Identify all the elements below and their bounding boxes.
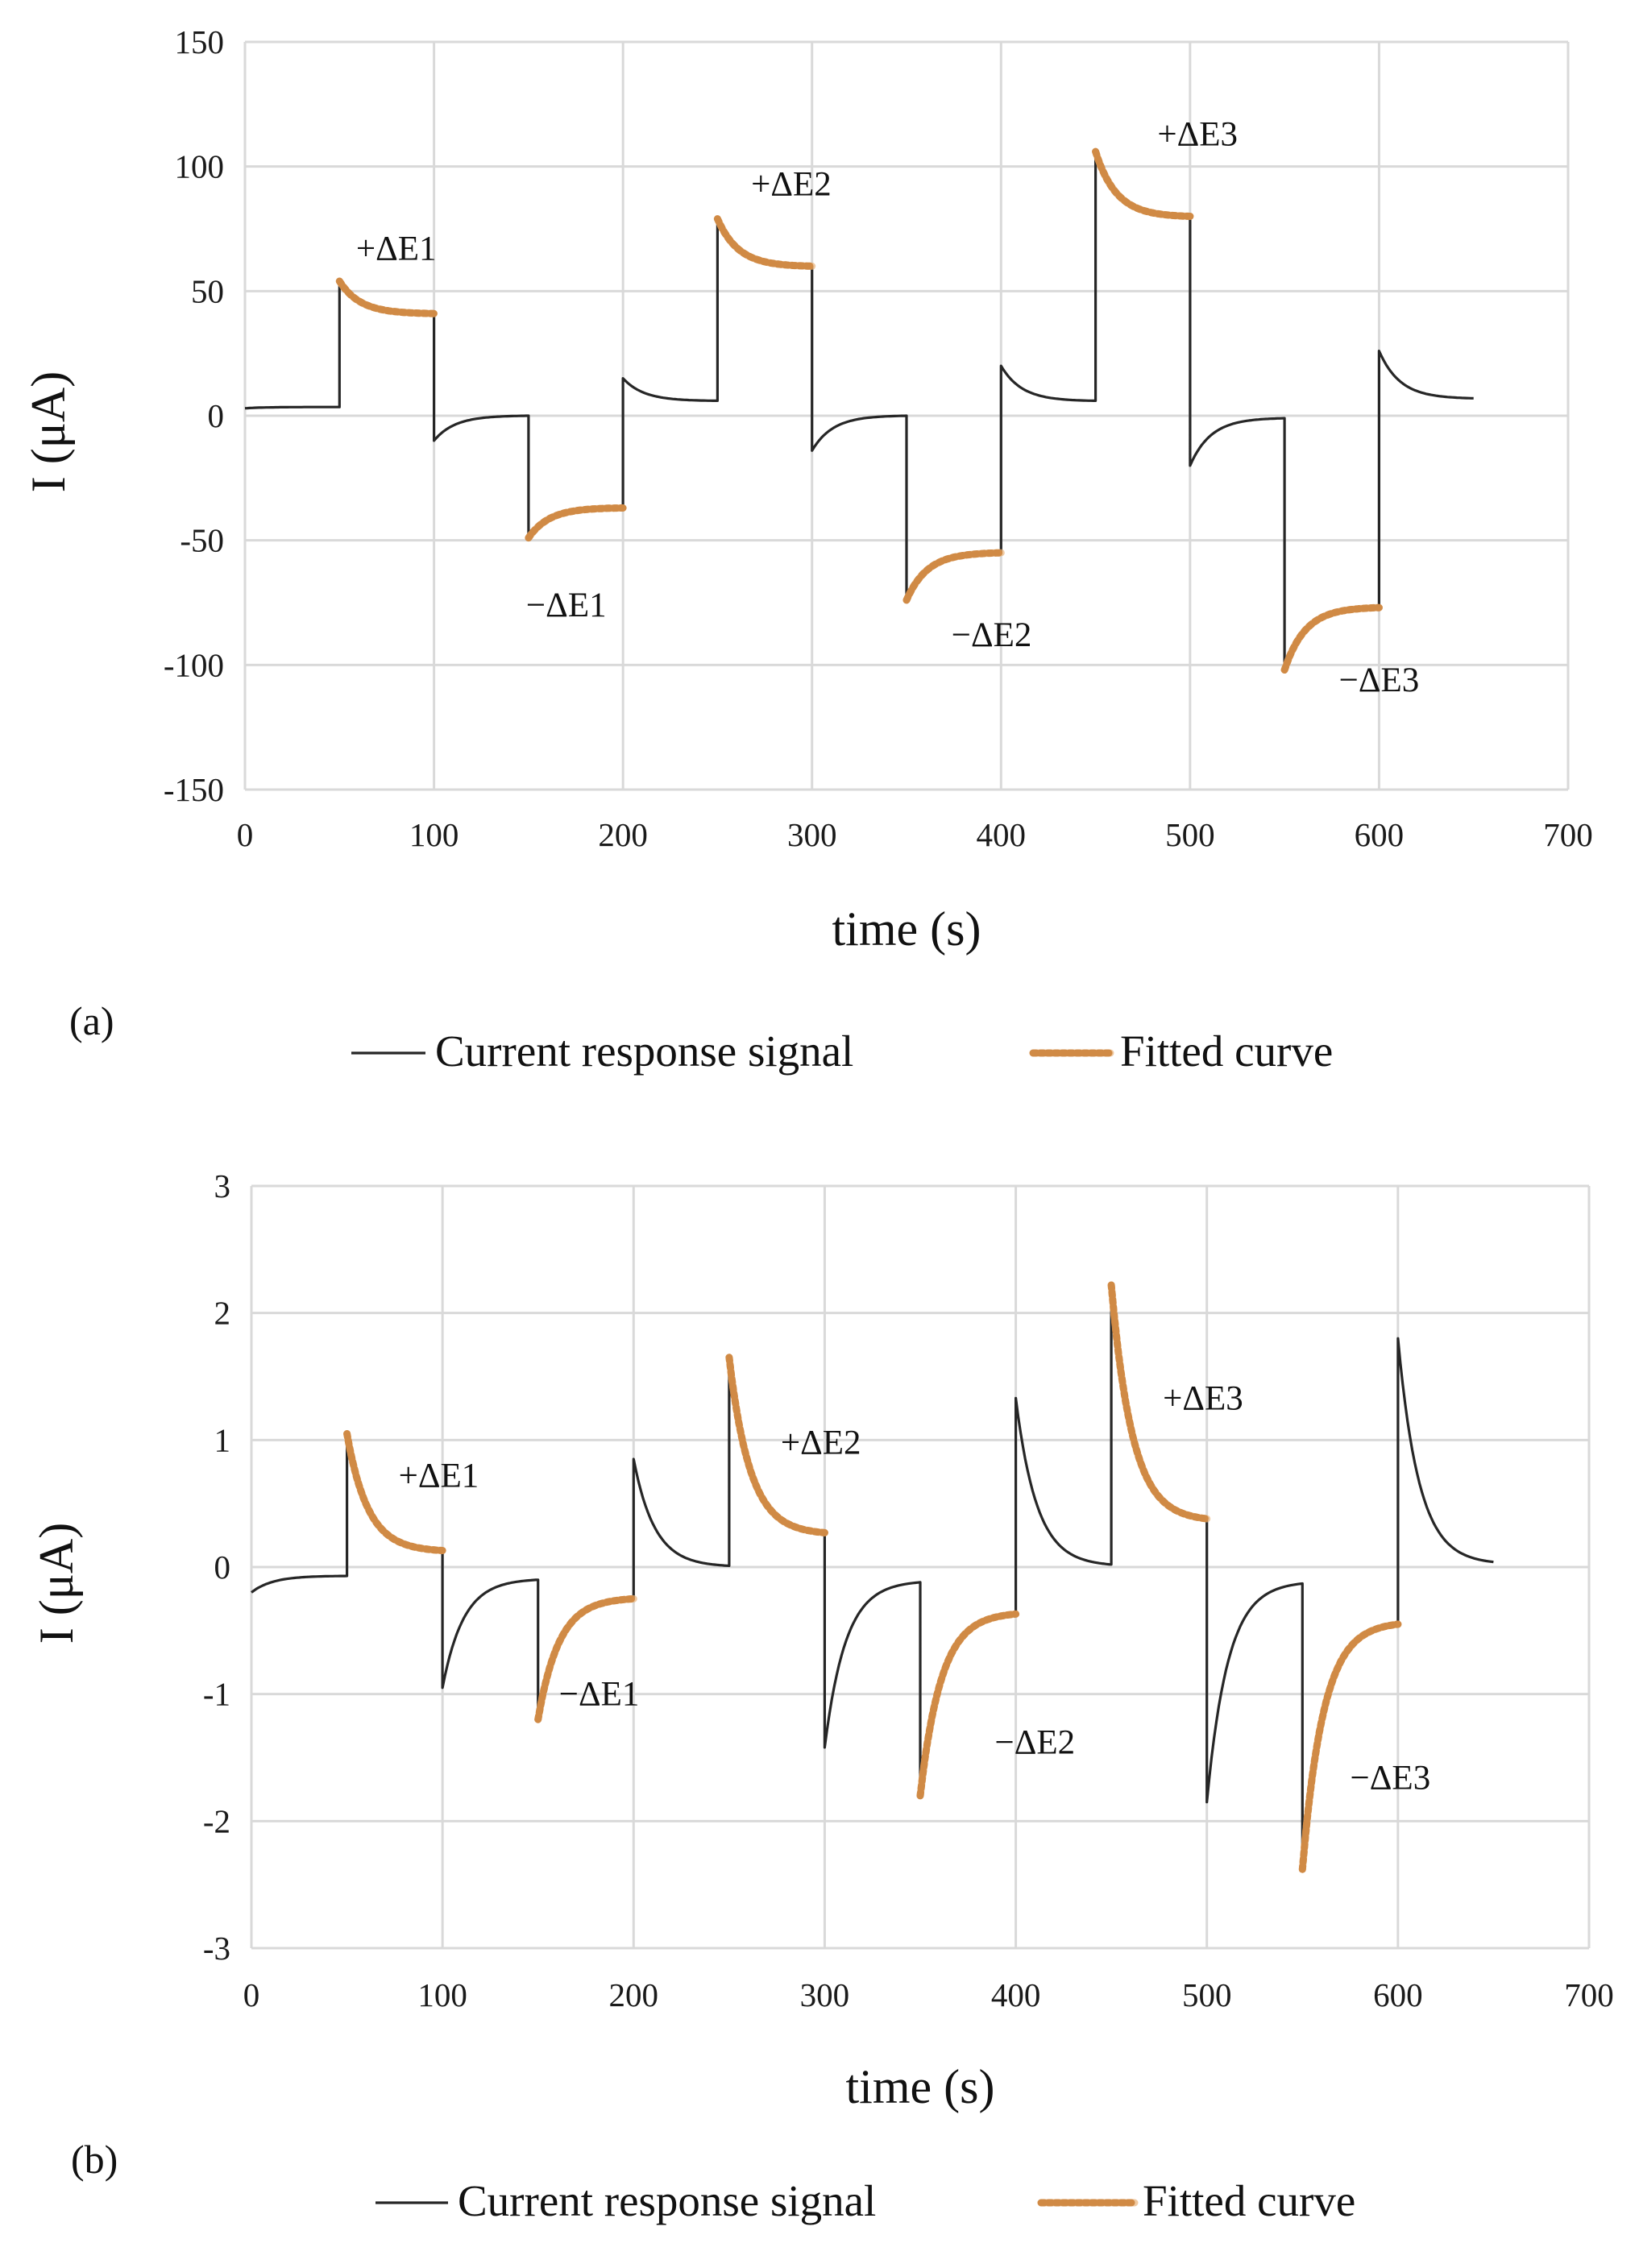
y-tick-label: -3	[203, 1930, 230, 1967]
legend-signal-label: Current response signal	[458, 2176, 876, 2225]
x-axis-title: time (s)	[832, 902, 981, 956]
fitted-curve-series	[335, 277, 438, 317]
fitted-curve-series	[343, 1430, 446, 1554]
x-tick-label: 300	[787, 816, 837, 853]
step-annotation: −ΔE3	[1351, 1760, 1431, 1797]
x-tick-label: 100	[417, 1976, 467, 2013]
panel-a: -150 -100 -50 0 50 100 150 0 100 200 300 400 500 600 7…	[22, 23, 1593, 1076]
x-tick-label: 600	[1355, 816, 1405, 853]
panel-b: -3 -2 -1 0 1 2 3 0 100 200 300 400 500 600 700 time (s)…	[30, 1167, 1614, 2225]
y-tick-label: 150	[175, 23, 225, 60]
x-tick-label: 400	[991, 1976, 1041, 2013]
fitted-curve-series	[534, 1594, 637, 1723]
x-tick-label: 0	[237, 816, 254, 853]
y-tick-label: -50	[180, 522, 224, 559]
step-annotation: −ΔE1	[559, 1676, 640, 1714]
fitted-curve-series	[1092, 147, 1194, 220]
step-annotation: −ΔE2	[952, 616, 1032, 654]
x-tick-label: 100	[409, 816, 459, 853]
y-tick-label: 50	[191, 272, 224, 309]
x-tick-label: 600	[1373, 1976, 1423, 2013]
panel-label: (a)	[69, 998, 114, 1043]
step-annotation: −ΔE3	[1339, 661, 1420, 699]
step-annotation: +ΔE1	[356, 230, 437, 268]
step-annotation: +ΔE3	[1157, 115, 1238, 153]
fitted-curve-series	[725, 1354, 828, 1536]
fitted-curve-series	[1280, 603, 1383, 674]
y-tick-label: -150	[164, 771, 224, 808]
x-tick-label: 200	[609, 1976, 659, 2013]
panel-label: (b)	[71, 2137, 118, 2182]
y-tick-label: 2	[214, 1295, 231, 1332]
fitted-curve-series	[902, 549, 1005, 604]
x-tick-label: 0	[243, 1976, 260, 2013]
fitted-curve-series	[713, 215, 816, 270]
x-tick-label: 700	[1543, 816, 1593, 853]
x-tick-label: 700	[1564, 1976, 1614, 2013]
y-tick-label: 0	[208, 397, 225, 434]
current-response-series	[244, 150, 1474, 672]
legend: Current response signal Fitted curve	[376, 2176, 1355, 2225]
step-annotation: +ΔE1	[399, 1457, 479, 1495]
legend-signal-label: Current response signal	[435, 1026, 853, 1076]
fitted-curve-series	[1107, 1281, 1211, 1523]
step-annotation: −ΔE1	[526, 587, 607, 624]
y-axis-title: I (μA)	[22, 371, 75, 492]
step-annotation: −ΔE2	[994, 1724, 1075, 1762]
y-axis-title: I (μA)	[30, 1523, 83, 1644]
step-annotation: +ΔE3	[1163, 1379, 1243, 1417]
x-tick-label: 500	[1165, 816, 1215, 853]
y-tick-label: 1	[214, 1421, 231, 1458]
x-tick-label: 300	[800, 1976, 850, 2013]
fitted-curve-series	[1298, 1620, 1402, 1873]
y-tick-label: -1	[203, 1676, 230, 1713]
x-axis-title: time (s)	[846, 2060, 995, 2113]
legend-fitted-label: Fitted curve	[1120, 1026, 1333, 1076]
fitted-curve-series	[916, 1610, 1020, 1800]
x-tick-label: 400	[977, 816, 1027, 853]
step-annotation: +ΔE2	[781, 1424, 861, 1462]
y-tick-label: -2	[203, 1802, 230, 1839]
y-tick-label: 100	[175, 148, 225, 185]
legend: Current response signal Fitted curve	[351, 1026, 1333, 1076]
x-tick-label: 200	[598, 816, 648, 853]
y-tick-label: 3	[214, 1167, 231, 1204]
fitted-curve-series	[525, 504, 627, 542]
legend-fitted-label: Fitted curve	[1143, 2176, 1355, 2225]
y-tick-label: 0	[214, 1549, 231, 1586]
x-tick-label: 500	[1182, 1976, 1232, 2013]
current-response-series	[251, 1283, 1494, 1871]
step-annotation: +ΔE2	[751, 165, 832, 203]
y-tick-label: -100	[164, 646, 224, 683]
